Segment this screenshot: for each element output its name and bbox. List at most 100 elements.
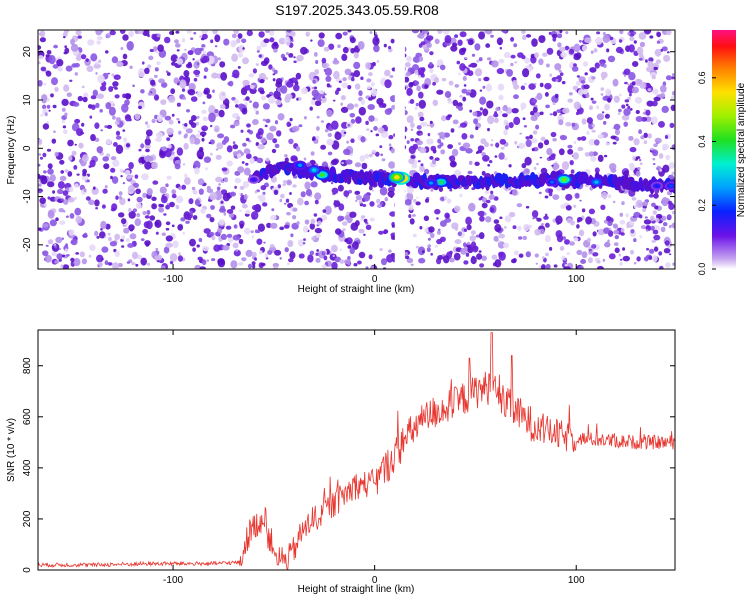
- spectrogram-speckle: [323, 255, 328, 261]
- spectrogram-speckle: [126, 41, 134, 51]
- spectrogram-speckle: [464, 56, 468, 60]
- spectrogram-speckle: [174, 39, 179, 44]
- spectrogram-speckle: [226, 209, 234, 214]
- spectrogram-speckle: [631, 81, 636, 86]
- spectrogram-speckle: [508, 211, 516, 218]
- spectrogram-speckle: [347, 256, 351, 261]
- spectrogram-speckle: [57, 188, 64, 195]
- spectrogram-speckle: [434, 157, 440, 161]
- spectrogram-speckle: [260, 262, 266, 267]
- spectrogram-speckle: [379, 186, 388, 196]
- spectrogram-speckle: [311, 89, 319, 97]
- spectrogram-speckle: [614, 235, 619, 240]
- spectrogram-speckle: [414, 80, 420, 86]
- spectrogram-speckle: [369, 217, 375, 222]
- spectrogram-speckle: [548, 155, 556, 161]
- spectrogram-speckle: [409, 99, 415, 104]
- spectrogram-speckle: [668, 224, 672, 229]
- spectrogram-speckle: [554, 93, 559, 99]
- spectrogram-speckle: [569, 160, 574, 166]
- spectrogram-speckle: [577, 89, 584, 96]
- spectrogram-speckle: [181, 184, 187, 190]
- spectrogram-speckle: [62, 209, 66, 213]
- spectrogram-speckle: [545, 252, 549, 257]
- spectrogram-speckle: [325, 75, 332, 82]
- spectrogram-speckle: [596, 31, 601, 35]
- spectrogram-speckle: [310, 181, 318, 188]
- spectrogram-speckle: [198, 188, 204, 195]
- spectrogram-speckle: [272, 73, 276, 76]
- spectrogram-speckle: [210, 152, 213, 156]
- spectrogram-speckle: [292, 184, 297, 188]
- spectrogram-speckle: [252, 101, 259, 109]
- spectrogram-speckle: [579, 199, 582, 202]
- spectrogram-speckle: [540, 136, 546, 142]
- spectrogram-speckle: [151, 118, 156, 124]
- spectrogram-speckle: [38, 153, 42, 156]
- spectrogram-speckle: [49, 219, 57, 227]
- spectrogram-speckle: [544, 195, 549, 199]
- spectrogram-speckle: [182, 96, 187, 100]
- spectrogram-speckle: [604, 103, 611, 111]
- spectrogram-speckle: [409, 82, 415, 86]
- spectrogram-speckle: [373, 125, 378, 131]
- spectrogram-speckle: [643, 132, 648, 138]
- spectrogram-speckle: [504, 215, 512, 223]
- spectrogram-speckle: [434, 208, 441, 215]
- spectrogram-speckle: [236, 116, 241, 121]
- spectrogram-speckle: [304, 200, 309, 206]
- spectrogram-speckle: [316, 126, 320, 131]
- spectrogram-speckle: [341, 53, 348, 62]
- spectrogram-speckle: [642, 208, 647, 212]
- spectrogram-speckle: [496, 68, 505, 75]
- spectrogram-speckle: [176, 49, 180, 52]
- spectrogram-speckle: [573, 43, 581, 53]
- snr-xtick-label: -100: [163, 575, 183, 586]
- spectrogram-speckle: [262, 103, 270, 110]
- spectrogram-speckle: [70, 240, 75, 244]
- spectrogram-speckle: [514, 61, 518, 64]
- spectrogram-speckle: [96, 146, 104, 154]
- spectrogram-speckle: [187, 89, 196, 96]
- spectrogram-speckle: [107, 72, 110, 75]
- spectrogram-speckle: [545, 104, 550, 109]
- spectrogram-speckle: [320, 144, 326, 150]
- spectrogram-speckle: [557, 115, 564, 122]
- spectrogram-speckle: [615, 46, 623, 54]
- spectrogram-speckle: [203, 90, 209, 95]
- spectrogram-speckle: [156, 61, 161, 66]
- spectrogram-speckle: [658, 265, 664, 269]
- spectrogram-speckle: [293, 60, 297, 64]
- spectrogram-speckle: [484, 212, 487, 216]
- spectrogram-speckle: [270, 222, 278, 229]
- spectrogram-speckle: [94, 122, 100, 129]
- spectrogram-speckle: [272, 78, 276, 82]
- spectrogram-speckle: [609, 163, 617, 171]
- spectrogram-speckle: [171, 113, 175, 117]
- spectrogram-speckle: [508, 164, 512, 168]
- spectrogram-speckle: [307, 254, 314, 263]
- spectrogram-speckle: [69, 213, 75, 219]
- snr-ytick-label: 400: [22, 459, 33, 476]
- spectrogram-speckle: [550, 131, 557, 138]
- spectrogram-speckle: [319, 98, 322, 102]
- spectrogram-speckle: [376, 60, 380, 63]
- spectrogram-speckle: [631, 86, 640, 94]
- spectrogram-speckle: [412, 56, 421, 63]
- spectrogram-speckle: [591, 129, 596, 133]
- spectrogram-speckle: [316, 249, 320, 252]
- spectrogram-speckle: [123, 227, 130, 234]
- spectrogram-speckle: [577, 217, 583, 222]
- spectrogram-speckle: [652, 163, 656, 165]
- spectrogram-speckle: [614, 247, 620, 254]
- spectrogram-speckle: [444, 196, 448, 200]
- spectrogram-speckle: [564, 239, 570, 245]
- spectrogram-speckle: [89, 159, 96, 168]
- spectrogram-speckle: [202, 246, 210, 252]
- spectrogram-speckle: [374, 31, 378, 35]
- spectrogram-speckle: [430, 232, 435, 239]
- spectrogram-speckle: [139, 162, 143, 165]
- spectrogram-speckle: [51, 251, 57, 257]
- spectrogram-hotspot-core: [438, 180, 444, 184]
- spectrogram-speckle: [566, 217, 573, 224]
